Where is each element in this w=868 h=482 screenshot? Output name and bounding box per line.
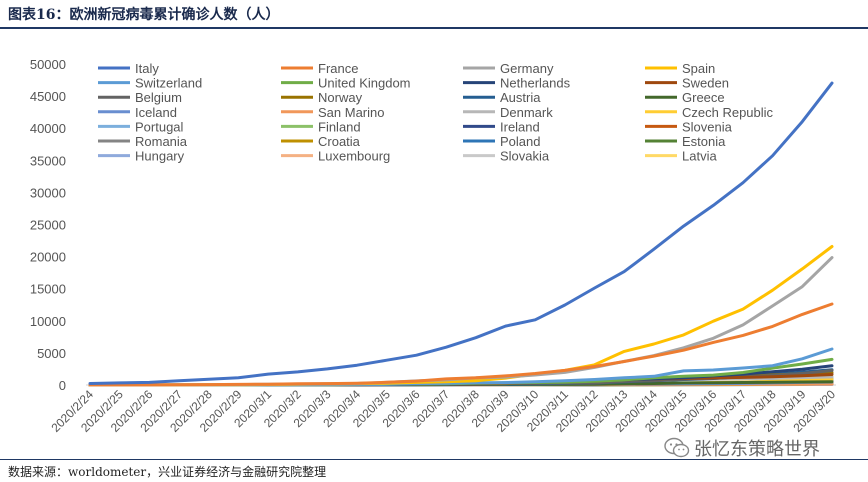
legend-item: Norway [281, 90, 363, 105]
plot-area [88, 81, 834, 387]
legend-label: Luxembourg [318, 149, 390, 164]
legend-label: Estonia [682, 134, 726, 149]
legend-label: Hungary [135, 149, 185, 164]
legend-label: Romania [135, 134, 188, 149]
series-line-italy [88, 81, 834, 385]
legend-item: Germany [463, 61, 554, 76]
figure-title: 图表16：欧洲新冠病毒累计确诊人数（人） [8, 7, 280, 23]
y-tick-label: 30000 [30, 185, 66, 200]
series-line-france [88, 302, 834, 387]
footer-divider [0, 459, 868, 460]
legend-label: France [318, 61, 358, 76]
legend-item: Romania [98, 134, 188, 149]
y-tick-label: 20000 [30, 250, 66, 265]
legend-label: Finland [318, 119, 361, 134]
legend-label: Czech Republic [682, 105, 774, 120]
legend-label: Croatia [318, 134, 361, 149]
legend-label: Iceland [135, 105, 177, 120]
line-chart: Italy France Germany Spain Switzerland United… [30, 57, 839, 435]
legend-item: Sweden [645, 76, 729, 91]
legend-item: Slovenia [645, 119, 733, 134]
legend-item: United Kingdom [281, 76, 411, 91]
legend-label: Latvia [682, 149, 717, 164]
legend-item: Belgium [98, 90, 182, 105]
legend-label: San Marino [318, 105, 384, 120]
y-tick-label: 35000 [30, 153, 66, 168]
legend-item: Poland [463, 134, 540, 149]
legend-item: Croatia [281, 134, 361, 149]
legend-label: Italy [135, 61, 159, 76]
chart-legend: Italy France Germany Spain Switzerland United… [98, 61, 774, 164]
legend-item: Spain [645, 61, 715, 76]
legend-label: Denmark [500, 105, 553, 120]
legend-label: Norway [318, 90, 363, 105]
legend-item: France [281, 61, 358, 76]
legend-label: Austria [500, 90, 541, 105]
legend-item: Denmark [463, 105, 553, 120]
legend-item: Ireland [463, 119, 540, 134]
y-axis: 0 5000 10000 15000 20000 25000 30000 35000 40000… [30, 57, 66, 393]
legend-item: Italy [98, 61, 159, 76]
y-tick-label: 50000 [30, 57, 66, 72]
legend-label: United Kingdom [318, 76, 411, 91]
legend-label: Portugal [135, 119, 184, 134]
legend-item: Netherlands [463, 76, 571, 91]
legend-item: Portugal [98, 119, 184, 134]
watermark: 张忆东策略世界 [664, 435, 820, 461]
legend-label: Greece [682, 90, 725, 105]
legend-item: Latvia [645, 149, 717, 164]
legend-label: Slovenia [682, 119, 733, 134]
legend-item: Greece [645, 90, 725, 105]
legend-label: Netherlands [500, 76, 571, 91]
legend-item: Luxembourg [281, 149, 390, 164]
legend-item: Slovakia [463, 149, 550, 164]
wechat-icon [664, 437, 690, 458]
y-tick-label: 25000 [30, 218, 66, 233]
legend-label: Poland [500, 134, 540, 149]
watermark-text: 张忆东策略世界 [694, 439, 820, 460]
legend-label: Switzerland [135, 76, 202, 91]
y-tick-label: 10000 [30, 314, 66, 329]
y-tick-label: 40000 [30, 121, 66, 136]
series-line-spain [88, 245, 834, 387]
y-tick-label: 45000 [30, 89, 66, 104]
legend-item: Czech Republic [645, 105, 774, 120]
legend-item: Switzerland [98, 76, 202, 91]
legend-item: Austria [463, 90, 541, 105]
legend-label: Ireland [500, 119, 540, 134]
legend-label: Germany [500, 61, 554, 76]
y-tick-label: 15000 [30, 282, 66, 297]
legend-item: Hungary [98, 149, 185, 164]
title-divider [0, 27, 868, 29]
source-note: 数据来源：worldometer，兴业证券经济与金融研究院整理 [8, 465, 327, 479]
legend-item: San Marino [281, 105, 384, 120]
y-tick-label: 0 [59, 378, 66, 393]
legend-label: Spain [682, 61, 715, 76]
legend-item: Finland [281, 119, 361, 134]
legend-item: Estonia [645, 134, 726, 149]
legend-label: Sweden [682, 76, 729, 91]
series-line-germany [88, 256, 834, 387]
x-axis: 2020/2/242020/2/252020/2/262020/2/272020… [48, 384, 838, 435]
legend-item: Iceland [98, 105, 177, 120]
y-tick-label: 5000 [37, 346, 66, 361]
legend-label: Slovakia [500, 149, 550, 164]
legend-label: Belgium [135, 90, 182, 105]
